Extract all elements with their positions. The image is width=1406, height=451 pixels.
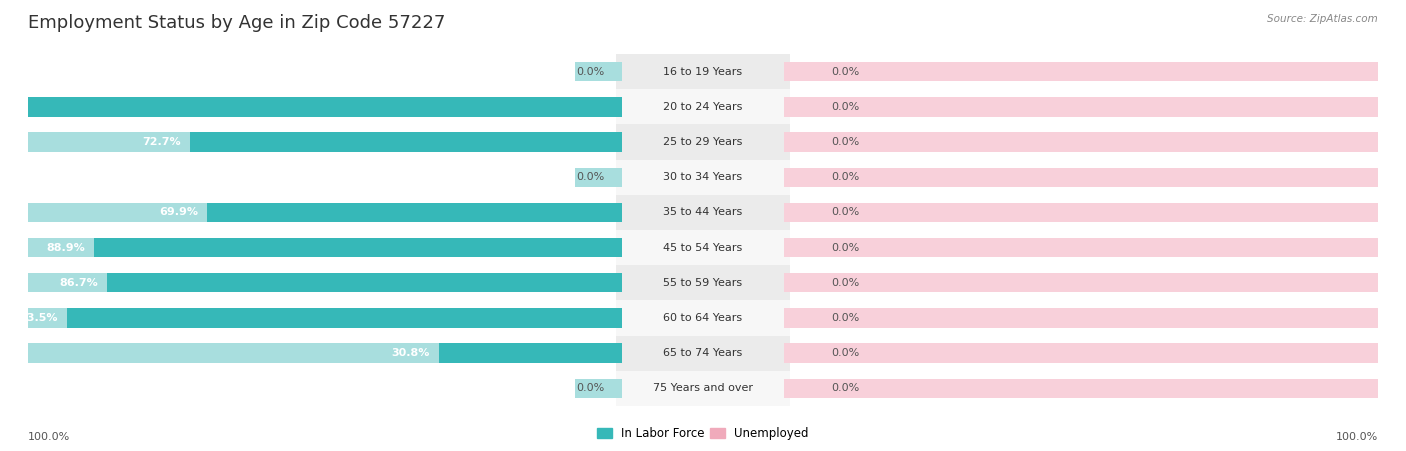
Bar — [28, 97, 621, 116]
Bar — [785, 300, 790, 336]
Text: 0.0%: 0.0% — [831, 278, 859, 288]
Bar — [621, 230, 785, 265]
Text: 0.0%: 0.0% — [831, 172, 859, 182]
Text: Source: ZipAtlas.com: Source: ZipAtlas.com — [1267, 14, 1378, 23]
Bar — [207, 203, 621, 222]
Bar — [785, 273, 1378, 292]
Text: 35 to 44 Years: 35 to 44 Years — [664, 207, 742, 217]
Bar — [575, 62, 621, 81]
Bar — [616, 124, 621, 160]
Bar — [621, 124, 785, 160]
Bar — [94, 238, 621, 257]
Text: 0.0%: 0.0% — [831, 383, 859, 393]
Text: 100.0%: 100.0% — [28, 432, 70, 442]
Bar — [621, 336, 785, 371]
Bar — [28, 273, 621, 292]
Bar — [785, 203, 1378, 222]
Text: 0.0%: 0.0% — [831, 243, 859, 253]
Text: 75 Years and over: 75 Years and over — [652, 383, 754, 393]
Text: 0.0%: 0.0% — [831, 137, 859, 147]
Bar — [785, 336, 790, 371]
Bar — [28, 97, 621, 116]
Bar — [621, 54, 785, 89]
Text: 0.0%: 0.0% — [576, 172, 605, 182]
Bar — [616, 371, 621, 406]
Legend: In Labor Force, Unemployed: In Labor Force, Unemployed — [593, 423, 813, 445]
Text: 30.8%: 30.8% — [392, 348, 430, 358]
Bar — [439, 344, 621, 363]
Bar — [621, 160, 785, 195]
Bar — [621, 371, 785, 406]
Bar — [785, 371, 790, 406]
Bar — [785, 265, 790, 300]
Text: 0.0%: 0.0% — [831, 207, 859, 217]
Bar — [28, 344, 621, 363]
Text: 0.0%: 0.0% — [831, 102, 859, 112]
Bar — [616, 89, 621, 124]
Bar — [785, 62, 1378, 81]
Bar — [616, 336, 621, 371]
Text: 0.0%: 0.0% — [576, 67, 605, 77]
Bar — [785, 133, 1378, 152]
Bar — [785, 54, 790, 89]
Bar — [28, 238, 621, 257]
Bar — [575, 168, 621, 187]
Bar — [616, 160, 621, 195]
Bar — [621, 89, 785, 124]
Bar — [621, 195, 785, 230]
Bar — [785, 89, 790, 124]
Text: 65 to 74 Years: 65 to 74 Years — [664, 348, 742, 358]
Text: Employment Status by Age in Zip Code 57227: Employment Status by Age in Zip Code 572… — [28, 14, 446, 32]
Bar — [575, 379, 621, 398]
Text: 30 to 34 Years: 30 to 34 Years — [664, 172, 742, 182]
Text: 86.7%: 86.7% — [59, 278, 98, 288]
Bar — [785, 195, 790, 230]
Text: 55 to 59 Years: 55 to 59 Years — [664, 278, 742, 288]
Bar — [616, 195, 621, 230]
Bar — [107, 273, 621, 292]
Text: 0.0%: 0.0% — [831, 313, 859, 323]
Text: 69.9%: 69.9% — [159, 207, 198, 217]
Bar — [785, 124, 790, 160]
Bar — [616, 300, 621, 336]
Bar — [28, 308, 621, 327]
Text: 100.0%: 100.0% — [0, 102, 20, 112]
Bar — [616, 265, 621, 300]
Bar — [621, 265, 785, 300]
Bar — [785, 379, 1378, 398]
Text: 72.7%: 72.7% — [143, 137, 181, 147]
Bar — [616, 230, 621, 265]
Bar — [28, 133, 621, 152]
Text: 20 to 24 Years: 20 to 24 Years — [664, 102, 742, 112]
Bar — [66, 308, 621, 327]
Bar — [785, 230, 790, 265]
Text: 16 to 19 Years: 16 to 19 Years — [664, 67, 742, 77]
Bar — [785, 308, 1378, 327]
Bar — [785, 238, 1378, 257]
Text: 0.0%: 0.0% — [831, 348, 859, 358]
Bar — [785, 344, 1378, 363]
Bar — [621, 300, 785, 336]
Text: 25 to 29 Years: 25 to 29 Years — [664, 137, 742, 147]
Bar — [785, 97, 1378, 116]
Bar — [190, 133, 621, 152]
Bar — [28, 203, 621, 222]
Text: 0.0%: 0.0% — [576, 383, 605, 393]
Bar — [616, 54, 621, 89]
Text: 93.5%: 93.5% — [20, 313, 58, 323]
Text: 88.9%: 88.9% — [46, 243, 86, 253]
Bar — [785, 160, 790, 195]
Text: 0.0%: 0.0% — [831, 67, 859, 77]
Bar — [785, 168, 1378, 187]
Text: 60 to 64 Years: 60 to 64 Years — [664, 313, 742, 323]
Text: 100.0%: 100.0% — [1336, 432, 1378, 442]
Text: 45 to 54 Years: 45 to 54 Years — [664, 243, 742, 253]
